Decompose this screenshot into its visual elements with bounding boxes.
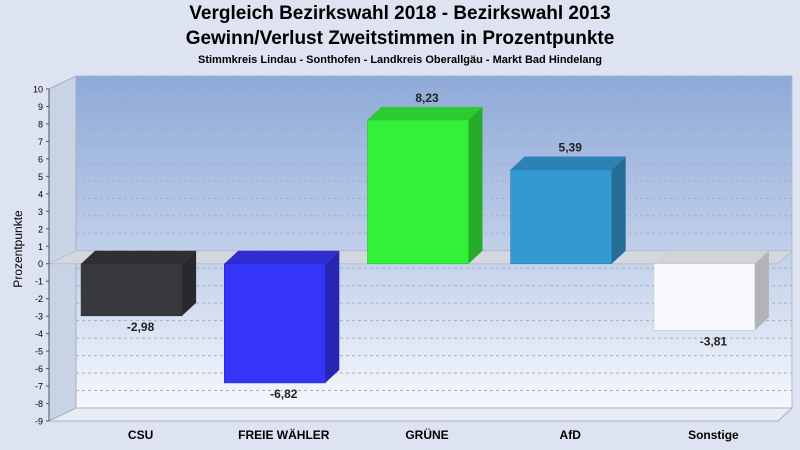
bar-front-face	[367, 119, 469, 265]
bar-top-face	[510, 156, 626, 170]
y-tick-label: 10	[33, 85, 43, 95]
bar-side-face	[611, 156, 626, 264]
bar-top-face	[81, 250, 197, 264]
plot-left-wall	[48, 75, 77, 422]
y-tick-label: -2	[35, 294, 43, 304]
bar-front-face	[224, 263, 326, 384]
y-tick-label: 3	[38, 207, 43, 217]
bar-value-label: 5,39	[559, 141, 583, 155]
bar-side-face	[325, 250, 340, 383]
bar-freie-w-hler	[224, 250, 340, 384]
bar-front-face	[80, 263, 183, 317]
chart-title-line-2: Gewinn/Verlust Zweitstimmen in Prozentpu…	[185, 28, 615, 49]
y-tick-label: -3	[35, 312, 43, 322]
chart-title-line-1: Vergleich Bezirkswahl 2018 - Bezirkswahl…	[189, 3, 611, 24]
y-tick-label: 0	[38, 259, 43, 269]
y-axis-title: Prozentpunkte	[11, 210, 25, 288]
x-category-label: FREIE WÄHLER	[238, 427, 330, 442]
bar-front-face	[653, 263, 756, 331]
x-category-label: CSU	[128, 428, 153, 442]
bar-sonstige	[653, 250, 769, 331]
y-tick-label: 7	[38, 137, 43, 147]
bar-top-face	[367, 106, 483, 120]
plot-floor	[48, 407, 794, 422]
y-tick-label: 8	[38, 119, 43, 129]
y-tick-label: -1	[35, 277, 43, 287]
bar-top-face	[653, 250, 769, 264]
y-tick-label: -8	[35, 399, 43, 409]
y-tick-label: 6	[38, 154, 43, 164]
x-category-label: AfD	[560, 428, 582, 442]
bar-value-label: -6,82	[270, 387, 298, 401]
bar-afd	[510, 156, 626, 265]
y-tick-label: 4	[38, 189, 43, 199]
bar-side-face	[182, 250, 197, 316]
y-tick-label: -9	[35, 417, 43, 427]
bar-value-label: 8,23	[415, 91, 439, 105]
bar-front-face	[510, 169, 613, 265]
y-tick-label: -6	[35, 364, 43, 374]
bar-gr-ne	[367, 106, 483, 265]
bar-top-face	[224, 250, 340, 264]
chart-subtitle: Stimmkreis Lindau - Sonthofen - Landkrei…	[197, 54, 602, 66]
y-tick-label: -7	[35, 382, 43, 392]
x-category-label: GRÜNE	[405, 427, 448, 442]
y-tick-label: 9	[38, 102, 43, 112]
bar-value-label: -2,98	[127, 320, 155, 334]
y-tick-label: -5	[35, 347, 43, 357]
y-tick-label: -4	[35, 329, 43, 339]
y-tick-label: 2	[38, 224, 43, 234]
bar-csu	[80, 250, 197, 317]
y-tick-label: 5	[38, 172, 43, 182]
bar-side-face	[754, 250, 769, 331]
bar-side-face	[468, 106, 483, 264]
x-category-label: Sonstige	[688, 428, 739, 442]
bar-value-label: -3,81	[700, 334, 728, 348]
y-tick-label: 1	[38, 242, 43, 252]
